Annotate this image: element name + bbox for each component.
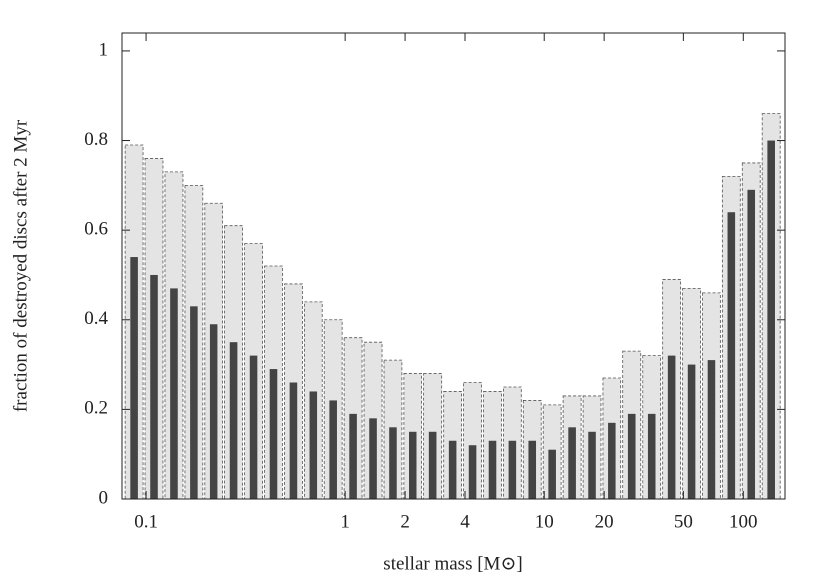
bar: [150, 274, 158, 499]
bar: [389, 427, 397, 499]
bar: [130, 257, 138, 499]
bar: [647, 413, 656, 499]
bar: [369, 418, 377, 499]
bar: [209, 324, 218, 499]
x-tick-label: 50: [674, 511, 693, 532]
plot-frame: [121, 32, 786, 500]
y-tick-label: 0.4: [84, 308, 108, 329]
x-axis-label: stellar mass [M⊙]: [383, 553, 522, 574]
bar: [428, 431, 437, 499]
bar: [548, 449, 556, 499]
bar: [747, 189, 756, 500]
bar: [329, 400, 337, 499]
y-tick-label: 1: [99, 39, 109, 60]
bar: [588, 431, 596, 499]
bar: [468, 445, 477, 499]
bar: [408, 431, 417, 499]
y-tick-label: 0.6: [84, 219, 108, 240]
x-tick-label: 4: [460, 511, 470, 532]
y-tick-label: 0.8: [84, 129, 108, 150]
x-tick-label: 10: [535, 511, 554, 532]
bar: [190, 306, 198, 499]
bar: [349, 413, 357, 499]
y-axis-label: fraction of destroyed discs after 2 Myr: [10, 119, 31, 412]
bar: [488, 440, 497, 499]
bar: [269, 369, 278, 499]
bar: [508, 440, 517, 499]
bar: [627, 413, 636, 499]
bar: [448, 440, 457, 499]
bar: [170, 288, 178, 499]
x-tick-label: 20: [595, 511, 614, 532]
x-tick-label: 1: [340, 511, 350, 532]
bar: [568, 427, 576, 499]
bar: [528, 440, 537, 499]
bar: [687, 364, 696, 499]
bar: [289, 382, 298, 499]
bar: [249, 355, 258, 499]
y-tick-label: 0: [99, 487, 109, 508]
bar: [463, 382, 482, 500]
x-tick-label: 100: [729, 511, 758, 532]
bar: [727, 212, 736, 499]
bar: [309, 391, 318, 499]
x-tick-label: 0.1: [134, 511, 158, 532]
x-tick-label: 2: [400, 511, 410, 532]
bar: [707, 360, 716, 499]
bar: [229, 342, 238, 499]
y-tick-label: 0.2: [84, 398, 108, 419]
bar: [667, 355, 676, 499]
bar: [767, 140, 775, 500]
bar: [608, 422, 616, 499]
